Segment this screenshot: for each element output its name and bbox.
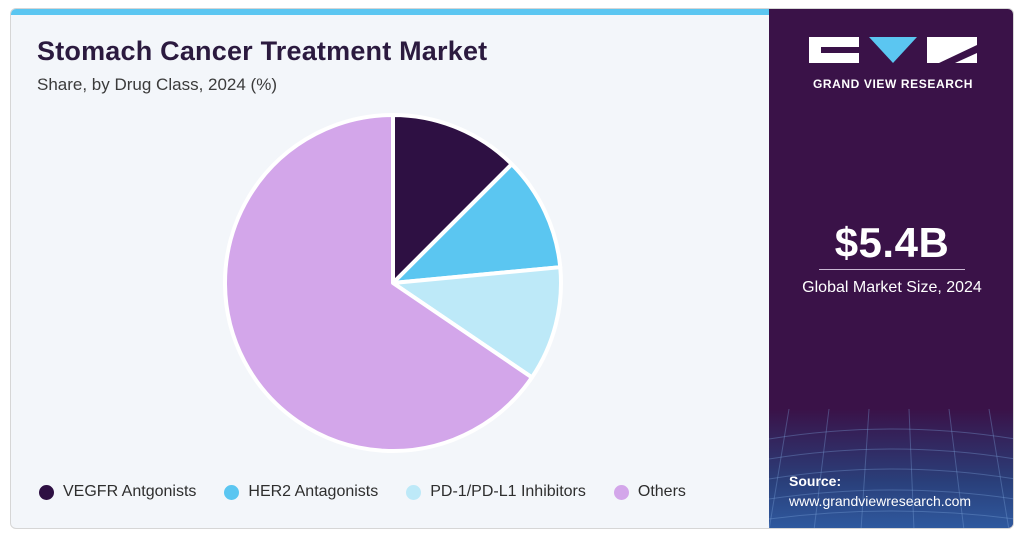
pie-chart (223, 113, 563, 453)
pie-slice-her2 (391, 162, 563, 285)
legend-swatch-pd1 (406, 484, 422, 500)
chart-subtitle: Share, by Drug Class, 2024 (%) (37, 75, 277, 94)
market-size-label: Global Market Size, 2024 (802, 279, 982, 296)
pie-slice-vegfr (391, 113, 514, 285)
chart-legend: VEGFR Antgonists HER2 Antagonists PD-1/P… (39, 481, 714, 503)
chart-card: Stomach Cancer Treatment Market Share, b… (10, 8, 1014, 529)
legend-label-others: Others (637, 483, 686, 500)
grid-decoration (769, 409, 1013, 528)
legend-swatch-her2 (224, 484, 240, 500)
market-size-value: $5.4B (834, 219, 950, 266)
legend-label-vegfr: VEGFR Antgonists (63, 483, 197, 500)
accent-bar (11, 9, 769, 15)
pie-slice-others (223, 113, 534, 453)
value-divider (819, 269, 965, 270)
legend-swatch-vegfr (39, 484, 54, 500)
chart-title: Stomach Cancer Treatment Market (37, 36, 488, 66)
legend-item-others: Others (613, 483, 686, 501)
grid-pattern-icon (769, 409, 1013, 528)
legend-item-vegfr: VEGFR Antgonists (39, 483, 196, 501)
brand-name: GRAND VIEW RESEARCH (812, 77, 974, 91)
legend-label-her2: HER2 Antagonists (248, 483, 379, 500)
source-url: www.grandviewresearch.com (789, 493, 972, 509)
gvr-logo-icon (809, 37, 977, 63)
pie-slice-pd1 (391, 265, 563, 380)
brand-logo: GRAND VIEW RESEARCH (799, 33, 987, 103)
sidebar-panel: GRAND VIEW RESEARCH $5.4B Global Market … (769, 9, 1013, 528)
legend-item-her2: HER2 Antagonists (224, 483, 378, 501)
legend-swatch-others (613, 484, 629, 500)
legend-label-pd1: PD-1/PD-L1 Inhibitors (430, 483, 586, 500)
source-label: Source: (789, 473, 842, 489)
legend-item-pd1: PD-1/PD-L1 Inhibitors (406, 483, 586, 501)
